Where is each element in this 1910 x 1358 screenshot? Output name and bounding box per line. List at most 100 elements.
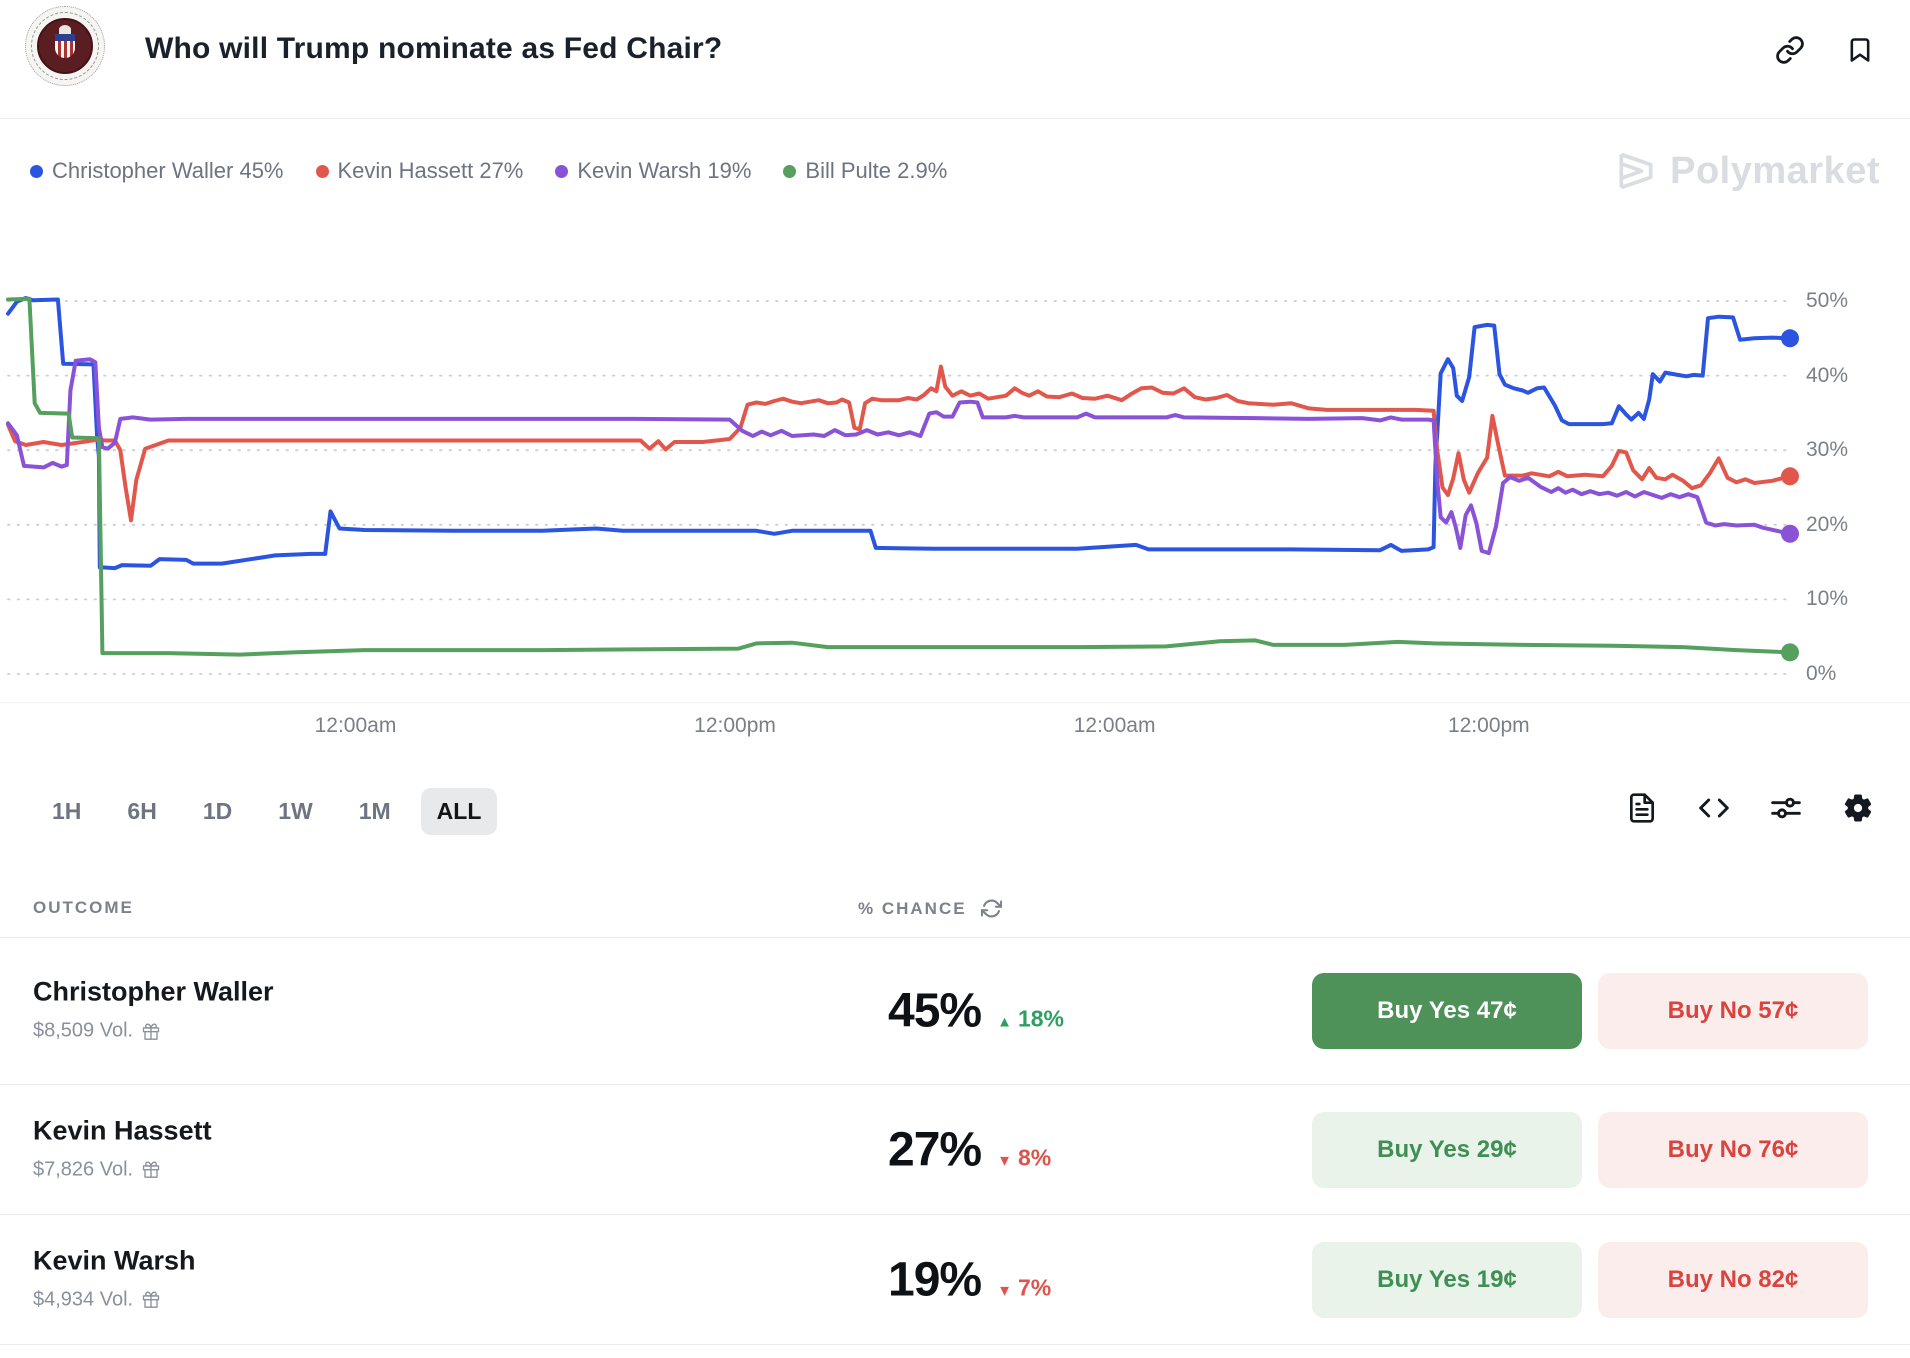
chance-change: ▼ 7% <box>997 1274 1051 1301</box>
x-tick-label: 12:00am <box>314 714 397 737</box>
y-tick-label: 40% <box>1806 363 1849 387</box>
series-line <box>6 296 1792 657</box>
buy-no-button[interactable]: Buy No 57¢ <box>1598 973 1868 1049</box>
legend-dot-purple <box>555 164 569 178</box>
volume-value: $8,509 Vol. <box>33 1019 134 1042</box>
time-range-selector: 1H 6H 1D 1W 1M ALL <box>36 788 498 835</box>
chart-settings-sliders-icon[interactable] <box>1770 792 1802 824</box>
change-arrow-icon: ▲ <box>997 1013 1012 1031</box>
chance-change: ▼ 8% <box>997 1144 1051 1171</box>
range-1m[interactable]: 1M <box>343 788 407 835</box>
gift-icon[interactable] <box>142 1291 160 1309</box>
outcome-table-header: OUTCOME % CHANCE <box>0 880 1910 938</box>
buy-no-button[interactable]: Buy No 76¢ <box>1598 1111 1868 1188</box>
page-title: Who will Trump nominate as Fed Chair? <box>145 32 723 65</box>
range-1d[interactable]: 1D <box>187 788 248 835</box>
y-tick-label: 0% <box>1806 662 1837 685</box>
buy-no-button[interactable]: Buy No 82¢ <box>1598 1241 1868 1318</box>
refresh-icon[interactable] <box>980 898 1002 919</box>
legend-label: Christopher Waller 45% <box>52 158 284 183</box>
table-row: Kevin Warsh $4,934 Vol. 19% ▼ 7% Buy Yes … <box>0 1215 1910 1345</box>
federal-reserve-seal-logo <box>25 6 105 86</box>
legend-label: Kevin Hassett 27% <box>337 158 524 183</box>
outcome-info: Christopher Waller $8,509 Vol. <box>33 977 274 1043</box>
legend-item-waller: Christopher Waller 45% <box>30 158 284 184</box>
range-all[interactable]: ALL <box>420 788 498 835</box>
header: Who will Trump nominate as Fed Chair? <box>0 0 1910 118</box>
seal-core <box>37 18 93 74</box>
volume-value: $4,934 Vol. <box>33 1288 134 1311</box>
legend-item-pulte: Bill Pulte 2.9% <box>783 158 947 184</box>
gear-icon[interactable] <box>1842 792 1874 824</box>
outcome-info: Kevin Hassett $7,826 Vol. <box>33 1115 212 1181</box>
series-line <box>6 357 1792 556</box>
copy-link-icon[interactable] <box>1774 34 1806 66</box>
table-header-divider <box>0 937 1910 938</box>
outcome-info: Kevin Warsh $4,934 Vol. <box>33 1245 196 1311</box>
legend-item-warsh: Kevin Warsh 19% <box>555 158 751 184</box>
buy-yes-button[interactable]: Buy Yes 29¢ <box>1312 1111 1582 1188</box>
range-1w[interactable]: 1W <box>262 788 329 835</box>
volume-line: $7,826 Vol. <box>33 1158 212 1181</box>
legend-label: Bill Pulte 2.9% <box>805 158 948 183</box>
chance-header-label: % CHANCE <box>858 898 967 918</box>
volume-value: $7,826 Vol. <box>33 1158 134 1181</box>
polymarket-wordmark: Polymarket <box>1670 149 1880 192</box>
range-6h[interactable]: 6H <box>111 788 172 835</box>
x-tick-label: 12:00pm <box>1447 714 1530 737</box>
rules-document-icon[interactable] <box>1626 792 1658 824</box>
series-endpoint-dot <box>1781 329 1799 348</box>
legend-label: Kevin Warsh 19% <box>577 158 752 183</box>
y-tick-label: 30% <box>1806 438 1849 462</box>
outcome-rows: Christopher Waller $8,509 Vol. 45% ▲ 18% … <box>0 938 1910 1345</box>
legend-item-hassett: Kevin Hassett 27% <box>315 158 524 184</box>
polymarket-watermark: Polymarket <box>1614 149 1880 193</box>
chance-change: ▲ 18% <box>997 1006 1064 1033</box>
chance-block: 27% ▼ 8% <box>888 1122 1051 1177</box>
outcome-name: Kevin Hassett <box>33 1115 212 1146</box>
table-row: Christopher Waller $8,509 Vol. 45% ▲ 18% … <box>0 938 1910 1085</box>
chart-canvas[interactable] <box>0 228 1800 702</box>
y-tick-label: 20% <box>1806 512 1849 536</box>
gift-icon[interactable] <box>142 1022 160 1040</box>
legend-dot-blue <box>30 164 43 178</box>
change-arrow-icon: ▼ <box>997 1152 1012 1169</box>
volume-line: $4,934 Vol. <box>33 1288 196 1311</box>
change-value: 18% <box>1017 1005 1064 1032</box>
chart-toolbar: 1H 6H 1D 1W 1M ALL <box>0 782 1910 854</box>
price-chart: 0% 10% 20% 30% 40% 50% <box>0 228 1910 702</box>
x-tick-label: 12:00pm <box>694 714 776 737</box>
header-actions <box>1774 34 1876 66</box>
change-value: 8% <box>1017 1144 1052 1170</box>
outcome-name: Kevin Warsh <box>33 1245 196 1276</box>
series-endpoint-dot <box>1781 467 1799 486</box>
embed-code-icon[interactable] <box>1698 792 1730 824</box>
series-line <box>6 296 1792 571</box>
series-line <box>6 364 1792 523</box>
polymarket-logo-icon <box>1619 152 1653 190</box>
buy-yes-button[interactable]: Buy Yes 47¢ <box>1312 973 1582 1049</box>
chance-block: 19% ▼ 7% <box>888 1252 1051 1307</box>
change-value: 7% <box>1017 1274 1052 1300</box>
buy-yes-button[interactable]: Buy Yes 19¢ <box>1312 1241 1582 1318</box>
chance-column-header: % CHANCE <box>858 898 1002 919</box>
chance-value: 27% <box>888 1123 982 1176</box>
x-tick-label: 12:00am <box>1073 714 1156 737</box>
series-endpoint-dot <box>1781 643 1799 662</box>
volume-line: $8,509 Vol. <box>33 1020 274 1043</box>
range-1h[interactable]: 1H <box>36 788 97 835</box>
y-tick-label: 10% <box>1806 587 1849 611</box>
y-tick-label: 50% <box>1806 289 1849 312</box>
legend-dot-green <box>783 164 797 178</box>
change-arrow-icon: ▼ <box>997 1282 1012 1299</box>
bookmark-icon[interactable] <box>1844 34 1876 66</box>
chart-tools <box>1626 792 1874 824</box>
x-axis-labels: 12:00am 12:00pm 12:00am 12:00pm <box>0 714 1910 748</box>
gift-icon[interactable] <box>142 1161 160 1179</box>
chart-bottom-divider <box>0 702 1910 703</box>
outcome-name: Christopher Waller <box>33 976 274 1007</box>
header-divider <box>0 118 1910 119</box>
chance-value: 19% <box>888 1253 982 1306</box>
series-endpoint-dot <box>1781 524 1799 543</box>
